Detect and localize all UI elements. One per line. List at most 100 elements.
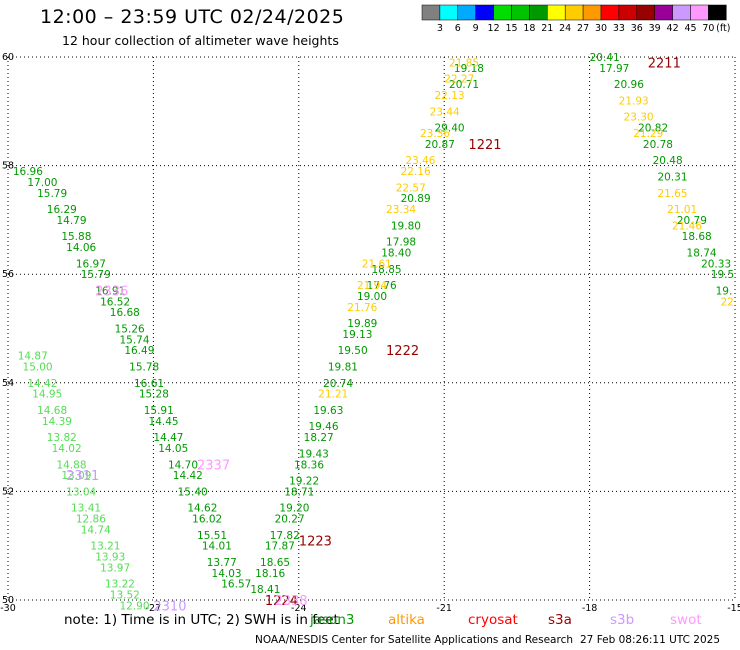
swh-value-label: 14.39 bbox=[42, 416, 72, 428]
swh-value-label: 18.74 bbox=[687, 247, 717, 259]
swh-value-label: 14.68 bbox=[37, 405, 67, 417]
swh-value-label: 13.93 bbox=[95, 552, 125, 564]
mission-swot: swot bbox=[670, 612, 702, 628]
swh-value-label: 15.88 bbox=[61, 231, 91, 243]
swh-value-label: 17.82 bbox=[270, 530, 300, 542]
swh-value-label: 22 bbox=[720, 296, 733, 308]
swh-value-label: 17.00 bbox=[27, 177, 57, 189]
swh-value-label: 16.02 bbox=[192, 514, 222, 526]
colorbar-swatch bbox=[457, 4, 476, 21]
swh-value-label: 14.06 bbox=[66, 242, 96, 254]
x-tick-label: -27 bbox=[146, 603, 162, 612]
swh-value-label: 22.13 bbox=[435, 90, 465, 102]
swh-value-label: 13.41 bbox=[71, 503, 101, 515]
colorbar-swatch bbox=[690, 4, 709, 21]
colorbar-label: 12 bbox=[488, 23, 500, 34]
swh-value-label: 21.21 bbox=[318, 389, 348, 401]
swh-value-label: 19.00 bbox=[357, 291, 387, 303]
colorbar-swatch bbox=[475, 4, 494, 21]
swh-value-label: 20.79 bbox=[677, 215, 707, 227]
y-tick-label: 58 bbox=[2, 161, 14, 172]
page-title: 12:00 – 23:59 UTC 02/24/2025 bbox=[40, 6, 345, 28]
colorbar-swatch bbox=[654, 4, 673, 21]
swh-value-label: 20.74 bbox=[323, 378, 353, 390]
swh-value-label: 15.78 bbox=[129, 362, 159, 374]
swh-value-label: 16.97 bbox=[76, 258, 106, 270]
swh-value-label: 14.42 bbox=[173, 470, 203, 482]
swh-value-label: 18.27 bbox=[304, 432, 334, 444]
swh-value-label: 20.89 bbox=[401, 193, 431, 205]
swh-value-label: 13.82 bbox=[47, 432, 77, 444]
swh-value-label: 14.88 bbox=[56, 459, 86, 471]
colorbar-label: 21 bbox=[541, 23, 553, 34]
swh-value-label: 19.22 bbox=[289, 476, 319, 488]
colorbar-legend: 3 6 9 12 15 18 21 24 27 30 33 36 39 42 45 70 (ft) bbox=[421, 4, 730, 34]
swh-value-label: 20.31 bbox=[657, 171, 687, 183]
swh-value-label: 15.00 bbox=[23, 362, 53, 374]
swh-value-label: 15.79 bbox=[37, 188, 67, 200]
swh-value-label: 21.85 bbox=[449, 57, 479, 69]
swh-value-label: 21.65 bbox=[657, 188, 687, 200]
footer-credit: NOAA/NESDIS Center for Satellite Applica… bbox=[255, 634, 573, 646]
swh-value-label: 22.16 bbox=[401, 166, 431, 178]
swh-value-label: 15.40 bbox=[178, 486, 208, 498]
mission-cryosat: cryosat bbox=[468, 612, 518, 628]
pass-number-label: 2211 bbox=[648, 56, 681, 71]
swh-value-label: 15.79 bbox=[81, 269, 111, 281]
swh-value-label: 21.61 bbox=[362, 258, 392, 270]
colorbar-label: 33 bbox=[613, 23, 625, 34]
colorbar-swatch bbox=[493, 4, 512, 21]
swh-value-label: 19.5 bbox=[711, 269, 734, 281]
swh-value-label: 12.90 bbox=[119, 600, 149, 612]
swh-value-label: 14.05 bbox=[158, 443, 188, 455]
swh-value-label: 16.49 bbox=[124, 345, 154, 357]
y-tick-label: 56 bbox=[2, 269, 14, 280]
swh-value-label: 14.70 bbox=[168, 459, 198, 471]
swh-value-label: 15.26 bbox=[115, 324, 145, 336]
x-tick-label: -30 bbox=[0, 603, 16, 612]
colorbar-swatch bbox=[529, 4, 548, 21]
colorbar-label: 45 bbox=[684, 23, 696, 34]
swh-value-label: 20.78 bbox=[643, 139, 673, 151]
colorbar-swatch bbox=[618, 4, 638, 21]
swh-value-label: 19.81 bbox=[328, 362, 358, 374]
swh-value-label: 21.76 bbox=[347, 302, 377, 314]
swh-value-label: 18.16 bbox=[255, 568, 285, 580]
note-text: note: 1) Time is in UTC; 2) SWH is in fe… bbox=[64, 612, 339, 628]
swh-value-label: 20.71 bbox=[449, 79, 479, 91]
colorbar-label: 42 bbox=[667, 23, 679, 34]
colorbar-swatch bbox=[636, 4, 655, 21]
pass-number-label: 1221 bbox=[468, 138, 501, 153]
colorbar-swatch bbox=[600, 4, 620, 21]
swh-value-label: 15.51 bbox=[197, 530, 227, 542]
colorbar-swatch bbox=[439, 4, 459, 21]
wave-height-points: 16.9617.0015.7916.2914.7915.8814.0616.97… bbox=[13, 52, 734, 612]
colorbar-label: 9 bbox=[473, 23, 479, 34]
swh-value-label: 19.20 bbox=[279, 503, 309, 515]
x-tick-label: -21 bbox=[436, 603, 452, 612]
mission-s3a: s3a bbox=[548, 612, 572, 628]
swh-value-label: 19.80 bbox=[391, 220, 421, 232]
swh-value-label: 15.91 bbox=[144, 405, 174, 417]
mission-s3b: s3b bbox=[610, 612, 635, 628]
swh-value-label: 29.40 bbox=[435, 123, 465, 135]
axis-tick-labels: -30 -27 -24 -21 -18 -15 50 52 54 56 58 60 bbox=[0, 52, 740, 612]
pass-number-label: 2337 bbox=[197, 458, 230, 473]
x-tick-label: -24 bbox=[291, 603, 307, 612]
swh-value-label: 17.87 bbox=[265, 541, 295, 553]
swh-value-label: 14.45 bbox=[149, 416, 179, 428]
colorbar-label: 3 bbox=[437, 23, 443, 34]
swh-value-label: 13.22 bbox=[105, 579, 135, 591]
colorbar-label: 27 bbox=[577, 23, 589, 34]
y-tick-label: 52 bbox=[2, 486, 14, 497]
swh-value-label: 15.28 bbox=[139, 389, 169, 401]
pass-number-label: 1222 bbox=[386, 344, 419, 359]
colorbar-label: 70 bbox=[702, 23, 714, 34]
swh-value-label: 12.86 bbox=[76, 514, 106, 526]
swh-value-label: 16.52 bbox=[100, 296, 130, 308]
swh-value-label: 18.41 bbox=[250, 584, 280, 596]
swh-value-label: 21.93 bbox=[619, 95, 649, 107]
swh-value-label: 14.47 bbox=[153, 432, 183, 444]
altimeter-map: 3 6 9 12 15 18 21 24 27 30 33 36 39 42 45 70 (ft) -30 -27… bbox=[0, 4, 740, 612]
colorbar-swatch bbox=[511, 4, 530, 21]
